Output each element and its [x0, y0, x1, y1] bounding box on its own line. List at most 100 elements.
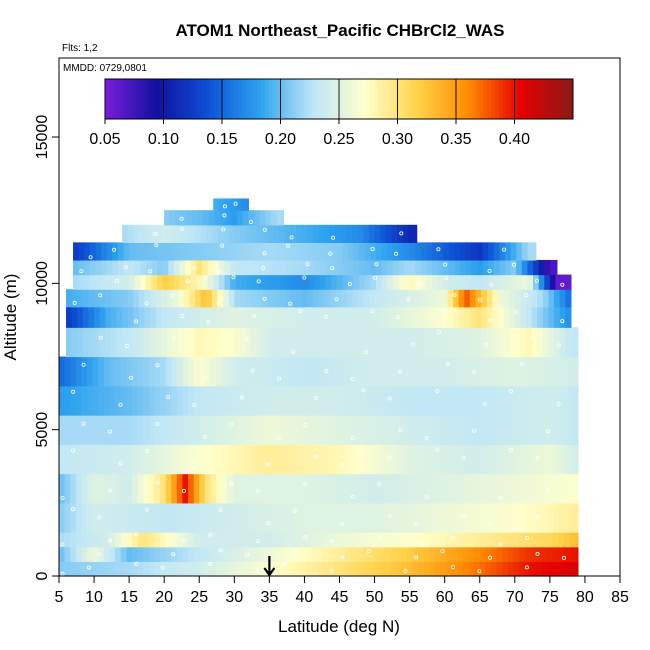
- heatmap-cell: [521, 242, 529, 261]
- heatmap-cell: [509, 306, 516, 328]
- heatmap-cell: [166, 289, 174, 308]
- heatmap-cell: [485, 546, 492, 562]
- sample-point: [406, 297, 411, 302]
- colorbar-segment: [202, 79, 207, 119]
- heatmap-cell: [408, 289, 415, 308]
- heatmap-cell: [325, 274, 332, 290]
- heatmap-cell: [263, 242, 270, 261]
- heatmap-cell: [353, 259, 360, 276]
- colorbar-segment: [440, 79, 445, 119]
- heatmap-cell: [340, 289, 348, 308]
- heatmap-cell: [305, 473, 313, 504]
- heatmap-cell: [286, 274, 293, 290]
- heatmap-cell: [335, 306, 342, 328]
- heatmap-cell: [171, 502, 178, 533]
- heatmap-cell: [211, 289, 219, 308]
- colorbar-segment: [264, 79, 270, 119]
- heatmap-cell: [401, 385, 408, 416]
- heatmap-cell: [345, 502, 352, 533]
- heatmap-cell: [92, 415, 99, 445]
- heatmap-cell: [457, 385, 464, 416]
- sample-point: [134, 319, 139, 324]
- heatmap-cell: [59, 444, 66, 475]
- heatmap-cell: [504, 259, 512, 276]
- heatmap-cell: [420, 242, 428, 261]
- heatmap-cell: [195, 327, 202, 358]
- heatmap-cell: [227, 546, 234, 562]
- heatmap-cell: [350, 444, 357, 475]
- heatmap-cell: [519, 385, 526, 416]
- heatmap-cell: [210, 356, 217, 387]
- heatmap-cell: [381, 274, 388, 290]
- heatmap-cell: [373, 561, 380, 577]
- heatmap-cell: [446, 546, 453, 562]
- heatmap-cell: [105, 306, 112, 328]
- heatmap-cell: [345, 415, 352, 445]
- heatmap-cell: [122, 289, 129, 308]
- heatmap-cell: [283, 415, 290, 445]
- heatmap-cell: [361, 502, 369, 533]
- heatmap-cell: [347, 259, 355, 276]
- heatmap-cell: [161, 327, 168, 358]
- colorbar-segment: [389, 79, 395, 119]
- heatmap-cell: [398, 259, 405, 276]
- heatmap-cell: [176, 415, 184, 445]
- heatmap-cell: [368, 327, 376, 358]
- heatmap-cell: [120, 473, 127, 504]
- colorbar-segment: [315, 79, 320, 119]
- heatmap-cell: [357, 327, 364, 358]
- heatmap-cell: [251, 306, 258, 328]
- heatmap-cell: [454, 274, 461, 290]
- heatmap-cell: [542, 306, 550, 328]
- heatmap-cell: [207, 242, 214, 261]
- heatmap-cell: [221, 473, 228, 504]
- heatmap-cell: [284, 306, 292, 328]
- heatmap-cell: [490, 385, 498, 416]
- heatmap-cell: [120, 546, 127, 562]
- heatmap-cell: [496, 415, 503, 445]
- heatmap-cell: [565, 289, 572, 308]
- sample-point: [340, 462, 345, 467]
- heatmap-cell: [364, 274, 371, 290]
- heatmap-cell: [256, 224, 263, 243]
- heatmap-cell: [120, 502, 127, 533]
- colorbar-segment: [214, 79, 219, 119]
- heatmap-cell: [122, 224, 129, 243]
- heatmap-cell: [336, 274, 343, 290]
- heatmap-cell: [558, 356, 565, 387]
- heatmap-cell: [155, 306, 162, 328]
- heatmap-cell: [269, 259, 276, 276]
- heatmap-cell: [342, 274, 349, 290]
- heatmap-cell: [507, 385, 515, 416]
- heatmap-cell: [87, 444, 94, 475]
- heatmap-cell: [120, 532, 127, 548]
- sample-point: [266, 462, 271, 467]
- heatmap-cell: [575, 502, 579, 533]
- heatmap-cell: [112, 242, 119, 261]
- colorbar-segment: [397, 79, 402, 119]
- heatmap-cell: [273, 224, 280, 243]
- heatmap-cell: [375, 242, 383, 261]
- heatmap-cell: [520, 289, 527, 308]
- heatmap-cell: [374, 306, 381, 328]
- heatmap-cell: [300, 532, 307, 548]
- heatmap-cell: [148, 415, 155, 445]
- heatmap-cell: [307, 327, 314, 358]
- heatmap-cell: [502, 561, 509, 577]
- heatmap-cell: [87, 385, 94, 416]
- colorbar-segment: [303, 79, 309, 119]
- heatmap-cell: [272, 473, 279, 504]
- sample-point: [377, 482, 382, 487]
- heatmap-cell: [324, 224, 331, 243]
- heatmap-cell: [297, 259, 304, 276]
- heatmap-cell: [166, 327, 174, 358]
- heatmap-cell: [345, 561, 352, 577]
- date-annotation: MMDD: 0729,0801: [63, 63, 147, 74]
- heatmap-cell: [373, 532, 380, 548]
- heatmap-cell: [513, 415, 520, 445]
- colorbar-segment: [311, 79, 317, 119]
- y-axis-label: Altitude (m): [1, 274, 20, 361]
- heatmap-cell: [324, 289, 331, 308]
- colorbar-segment: [467, 79, 473, 119]
- heatmap-cell: [232, 473, 240, 504]
